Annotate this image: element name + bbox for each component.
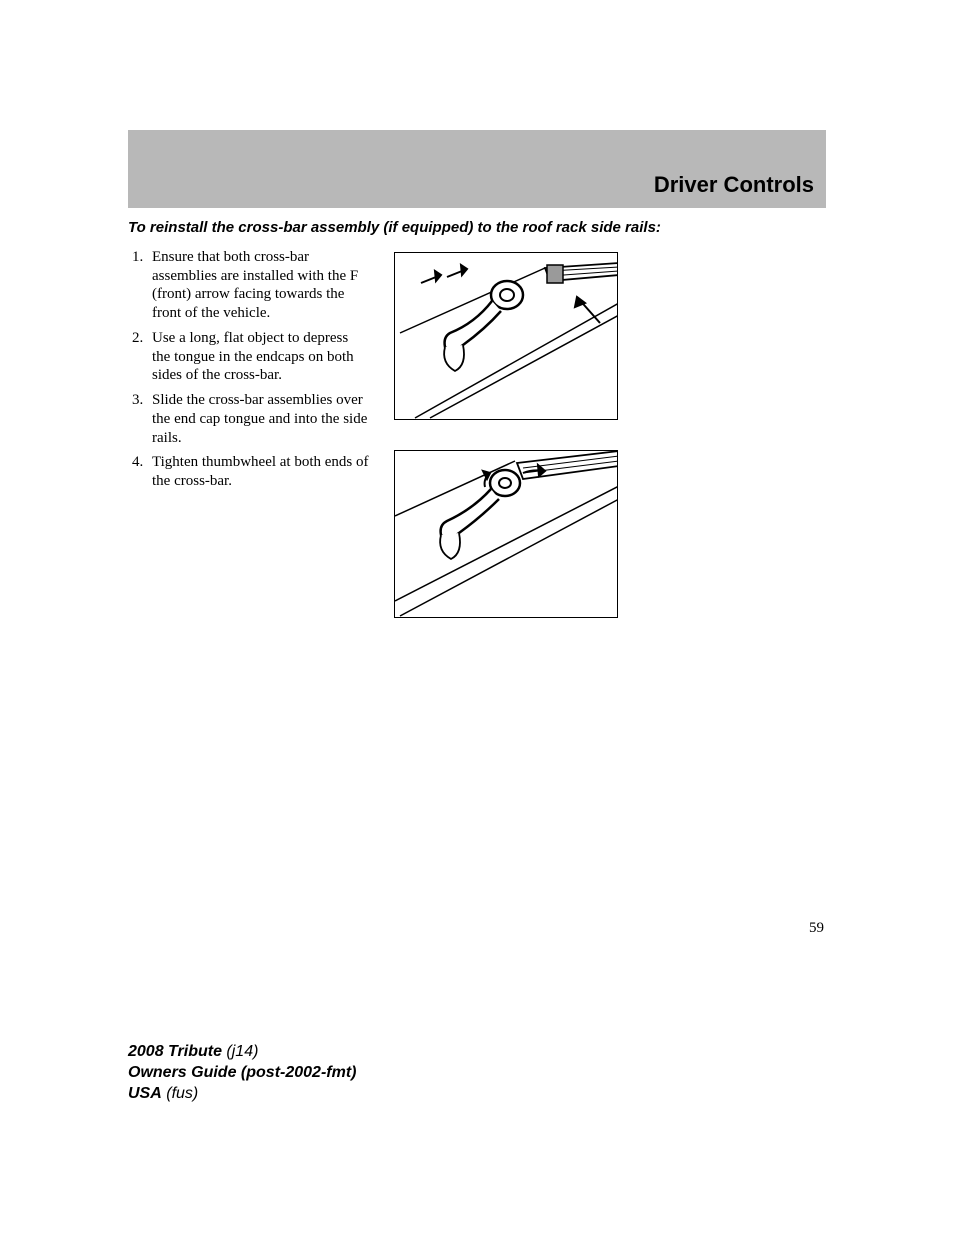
figure-crossbar-depress [394, 252, 618, 420]
footer-line-3: USA (fus) [128, 1084, 356, 1105]
step-item: Use a long, flat object to depress the t… [128, 329, 370, 385]
steps-list: Ensure that both cross-bar assemblies ar… [128, 248, 370, 491]
footer-model: 2008 Tribute [128, 1043, 222, 1060]
step-item: Tighten thumbwheel at both ends of the c… [128, 453, 370, 491]
step-item: Slide the cross-bar assemblies over the … [128, 391, 370, 447]
footer-line-1: 2008 Tribute (j14) [128, 1042, 356, 1063]
content-area: Ensure that both cross-bar assemblies ar… [128, 248, 826, 618]
page-container: Driver Controls To reinstall the cross-b… [0, 0, 954, 1235]
footer-region: USA [128, 1085, 162, 1102]
footer-line-2: Owners Guide (post-2002-fmt) [128, 1063, 356, 1084]
footer-guide: Owners Guide (post-2002-fmt) [128, 1064, 356, 1081]
crossbar-diagram-1-icon [395, 253, 618, 420]
page-number: 59 [809, 920, 824, 937]
figure-crossbar-tighten [394, 450, 618, 618]
step-item: Ensure that both cross-bar assemblies ar… [128, 248, 370, 323]
figures-column [394, 248, 826, 618]
section-header-bar: Driver Controls [128, 130, 826, 208]
crossbar-diagram-2-icon [395, 451, 618, 618]
footer-model-code: (j14) [226, 1043, 258, 1060]
instruction-subheading: To reinstall the cross-bar assembly (if … [128, 219, 826, 238]
footer-region-code: (fus) [166, 1085, 198, 1102]
section-title: Driver Controls [654, 172, 814, 198]
steps-column: Ensure that both cross-bar assemblies ar… [128, 248, 370, 618]
document-footer: 2008 Tribute (j14) Owners Guide (post-20… [128, 1042, 356, 1104]
